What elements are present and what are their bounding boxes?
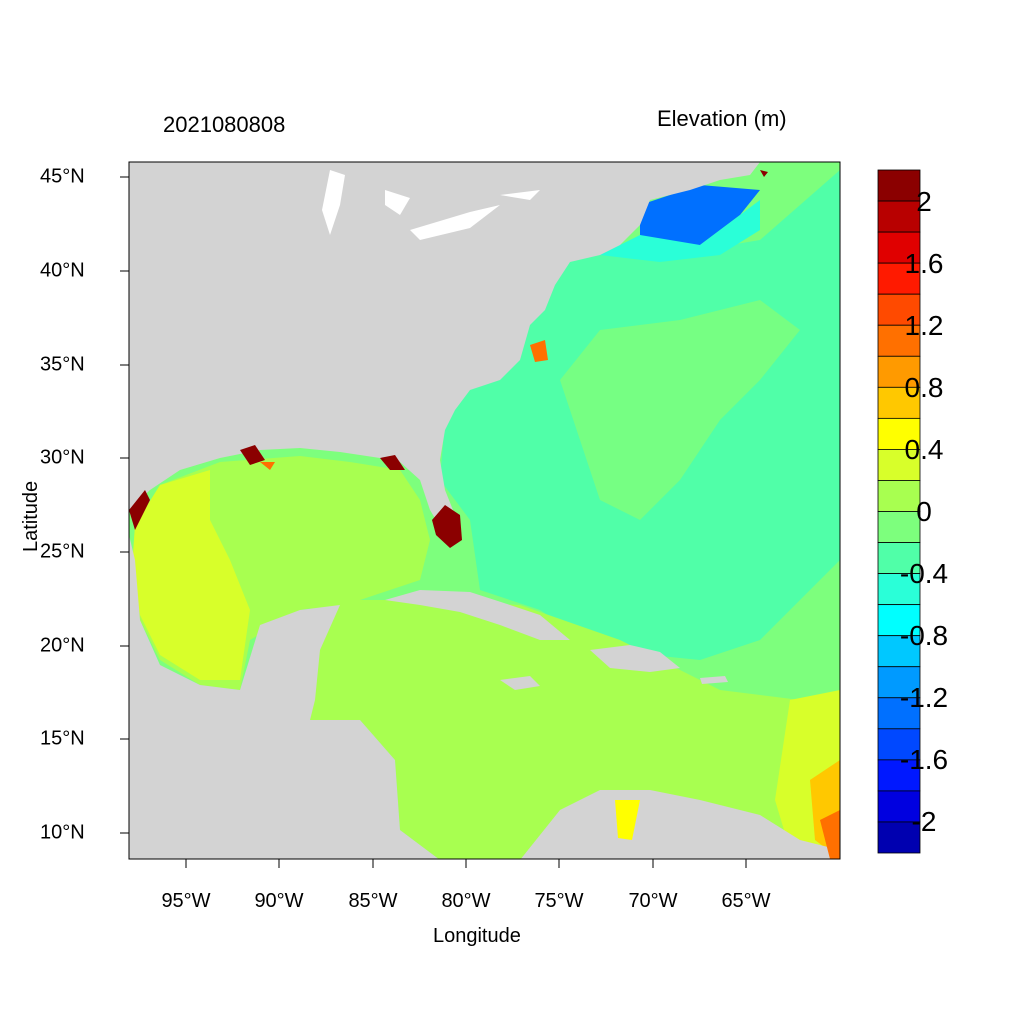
colorbar-swatch xyxy=(877,666,921,699)
orinoco-anomaly xyxy=(820,810,840,859)
mississippi-delta-anomaly xyxy=(260,462,275,470)
puerto-rico-land xyxy=(700,676,728,684)
map-frame xyxy=(128,161,841,860)
colorbar-swatch xyxy=(877,480,921,512)
lake-ontario xyxy=(500,190,540,200)
date-label: 2021080808 xyxy=(163,112,286,137)
lakes xyxy=(322,170,540,240)
colorbar-swatch xyxy=(877,728,921,761)
south-florida-inundation xyxy=(432,505,462,548)
y-tick-label: 20°N xyxy=(40,634,85,657)
variable-label: Elevation (m) xyxy=(657,106,787,131)
y-tick-label: 25°N xyxy=(40,540,85,563)
colorbar-swatch xyxy=(877,604,921,637)
y-tick-label: 15°N xyxy=(40,727,85,750)
axis-ticks xyxy=(120,176,747,868)
colorbar-swatch xyxy=(877,200,921,233)
y-tick-label: 40°N xyxy=(40,259,85,282)
colorbar-label: -0.8 xyxy=(899,620,949,651)
y-tick-label: 35°N xyxy=(40,353,85,376)
colorbar-label: -2 xyxy=(911,806,937,837)
colorbar-swatch xyxy=(877,697,921,730)
central-america-land xyxy=(129,535,439,859)
colorbar-label: 0 xyxy=(916,496,932,527)
colorbar-swatch xyxy=(877,324,921,357)
atlantic-mid-region xyxy=(560,300,800,520)
caribbean-sea xyxy=(310,600,820,859)
colorbar-label: 0.8 xyxy=(904,372,944,403)
colorbar-swatch xyxy=(877,169,921,202)
south-america-land xyxy=(520,790,840,859)
maracaibo-anomaly xyxy=(615,800,640,840)
x-axis-label: Longitude xyxy=(433,925,521,947)
colorbar-label: 1.6 xyxy=(904,248,944,279)
colorbar-swatch xyxy=(877,635,921,668)
x-tick-label: 65°W xyxy=(721,890,771,912)
colorbar-swatch xyxy=(877,417,921,450)
lake-michigan xyxy=(322,170,345,235)
local-positive-anomalies xyxy=(260,340,840,859)
colorbar-label: -1.6 xyxy=(899,744,949,775)
colorbar-label: 1.2 xyxy=(904,310,944,341)
lake-huron xyxy=(385,190,410,215)
x-tick-label: 80°W xyxy=(441,890,491,912)
x-tick-label: 70°W xyxy=(628,890,678,912)
x-tick-label: 85°W xyxy=(348,890,398,912)
big-bend-inundation xyxy=(380,455,405,470)
colorbar-swatch xyxy=(877,821,921,854)
north-america-land xyxy=(129,162,760,540)
lake-erie xyxy=(410,205,500,240)
map-panel xyxy=(129,162,840,859)
colorbar-label: 0.4 xyxy=(904,434,944,465)
y-tick-label: 30°N xyxy=(40,446,85,469)
land xyxy=(129,162,840,859)
x-tick-label: 90°W xyxy=(254,890,304,912)
nova-scotia-inundation xyxy=(760,170,768,177)
y-tick-label: 10°N xyxy=(40,821,85,844)
x-tick-label: 95°W xyxy=(161,890,211,912)
jamaica-land xyxy=(500,676,540,690)
colorbar-swatch xyxy=(877,511,921,543)
colorbar-label: -0.4 xyxy=(899,558,949,589)
coastal-inundation xyxy=(129,170,768,548)
texas-inundation xyxy=(129,490,150,530)
shelf-region xyxy=(600,200,760,262)
colorbar-swatch xyxy=(877,759,921,792)
gulf-of-maine-region xyxy=(640,185,760,250)
colorbar-label: -1.2 xyxy=(899,682,949,713)
pamlico-sound-anomaly xyxy=(530,340,548,362)
colorbar xyxy=(877,169,921,854)
hispaniola-land xyxy=(590,645,680,672)
colorbar-swatch xyxy=(877,293,921,326)
colorbar-label: 2 xyxy=(916,186,932,217)
y-tick-label: 45°N xyxy=(40,165,85,188)
colorbar-swatch xyxy=(877,790,921,823)
louisiana-inundation xyxy=(240,445,265,465)
western-gulf-region xyxy=(132,470,250,680)
colorbar-swatch xyxy=(877,542,921,574)
colorbar-swatch xyxy=(877,573,921,606)
cuba-land xyxy=(385,590,570,640)
x-tick-label: 75°W xyxy=(534,890,584,912)
